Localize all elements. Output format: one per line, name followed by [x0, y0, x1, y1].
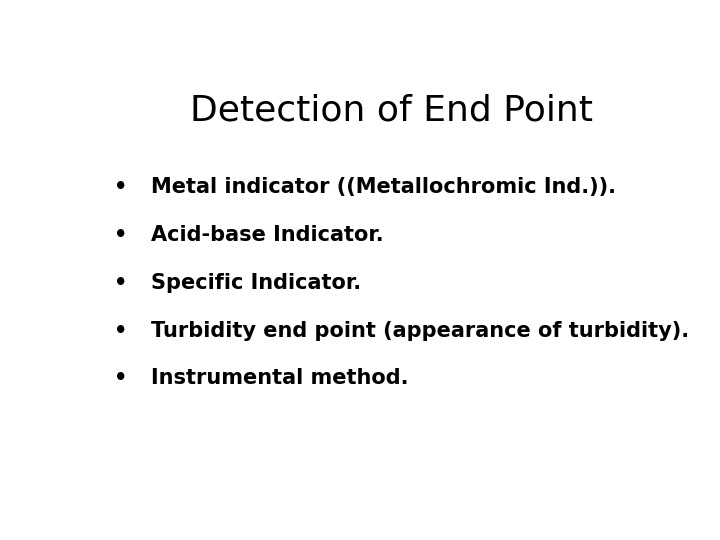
Text: Detection of End Point: Detection of End Point [190, 94, 593, 128]
Text: Specific Indicator.: Specific Indicator. [151, 273, 361, 293]
Text: •: • [114, 321, 127, 341]
Text: Instrumental method.: Instrumental method. [151, 368, 409, 388]
Text: •: • [114, 368, 127, 388]
Text: Acid-base Indicator.: Acid-base Indicator. [151, 225, 384, 245]
Text: Metal indicator ((Metallochromic Ind.)).: Metal indicator ((Metallochromic Ind.)). [151, 177, 616, 197]
Text: •: • [114, 225, 127, 245]
Text: Turbidity end point (appearance of turbidity).: Turbidity end point (appearance of turbi… [151, 321, 690, 341]
Text: •: • [114, 273, 127, 293]
Text: •: • [114, 177, 127, 197]
